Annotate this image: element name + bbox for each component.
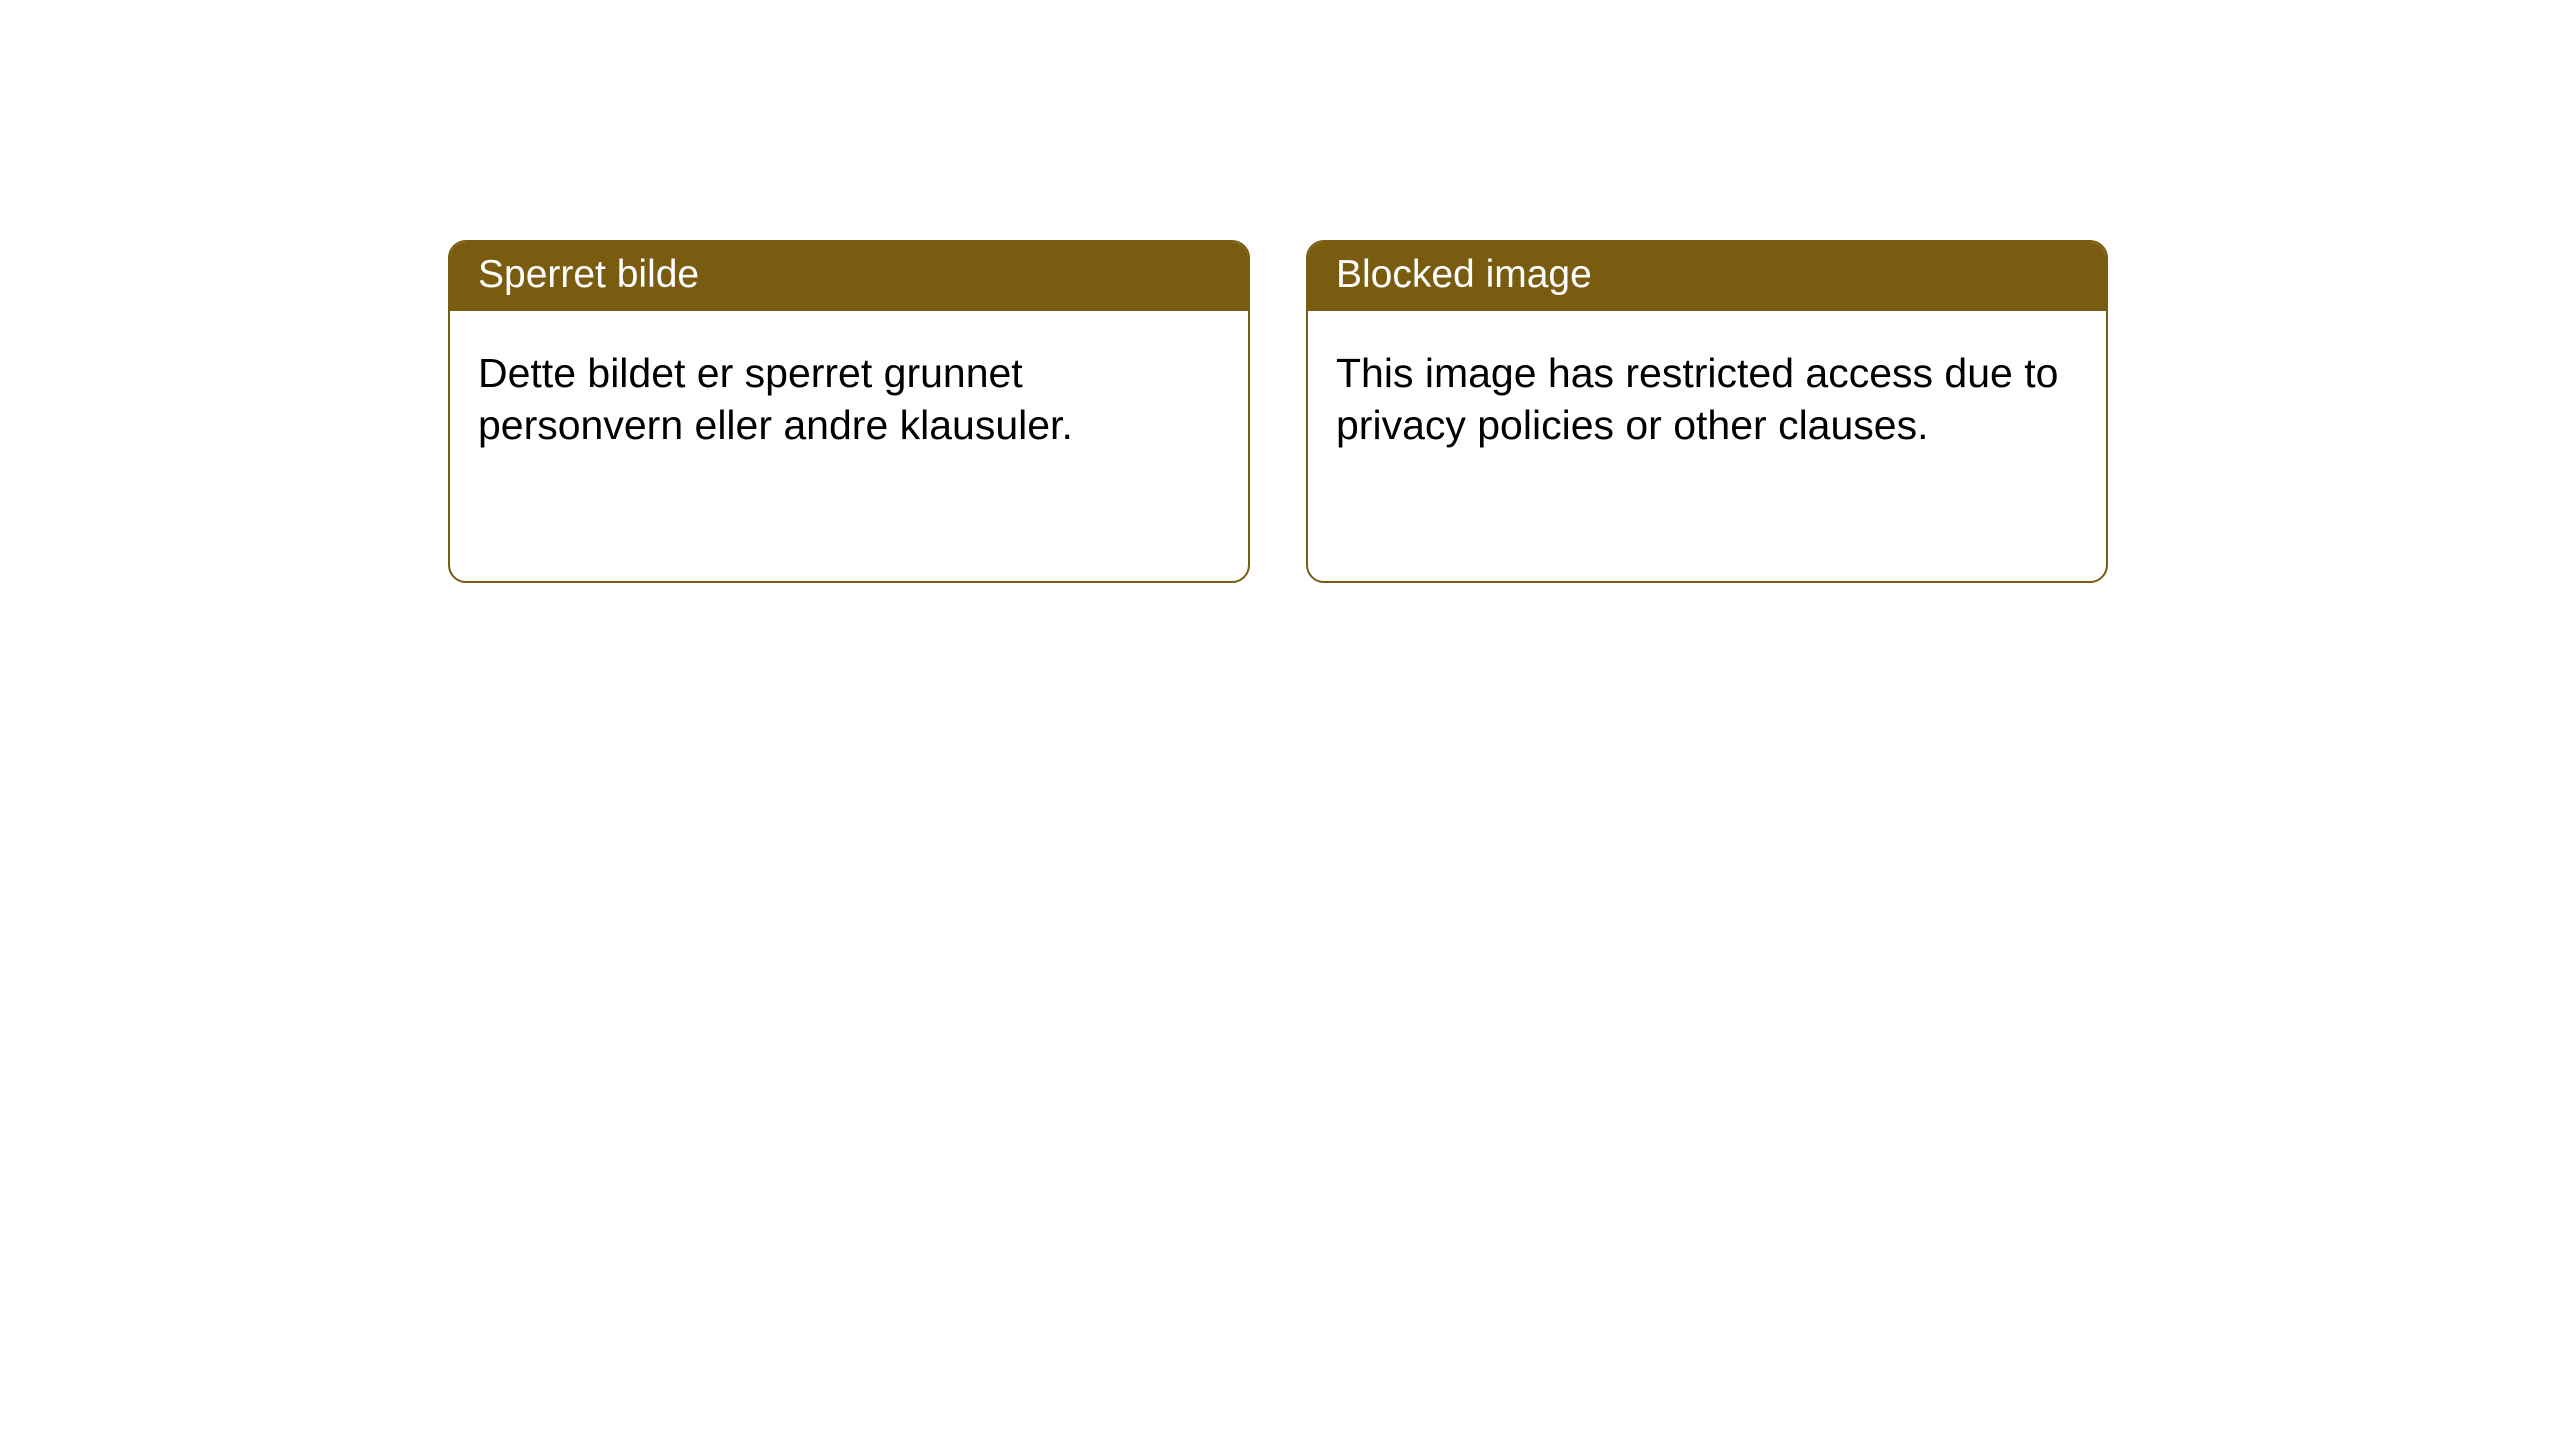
blocked-image-card-en: Blocked image This image has restricted … xyxy=(1306,240,2108,583)
card-body-en: This image has restricted access due to … xyxy=(1308,311,2106,581)
card-body-no: Dette bildet er sperret grunnet personve… xyxy=(450,311,1248,581)
card-title-en: Blocked image xyxy=(1308,242,2106,311)
blocked-image-card-no: Sperret bilde Dette bildet er sperret gr… xyxy=(448,240,1250,583)
card-title-no: Sperret bilde xyxy=(450,242,1248,311)
notice-container: Sperret bilde Dette bildet er sperret gr… xyxy=(448,240,2108,583)
